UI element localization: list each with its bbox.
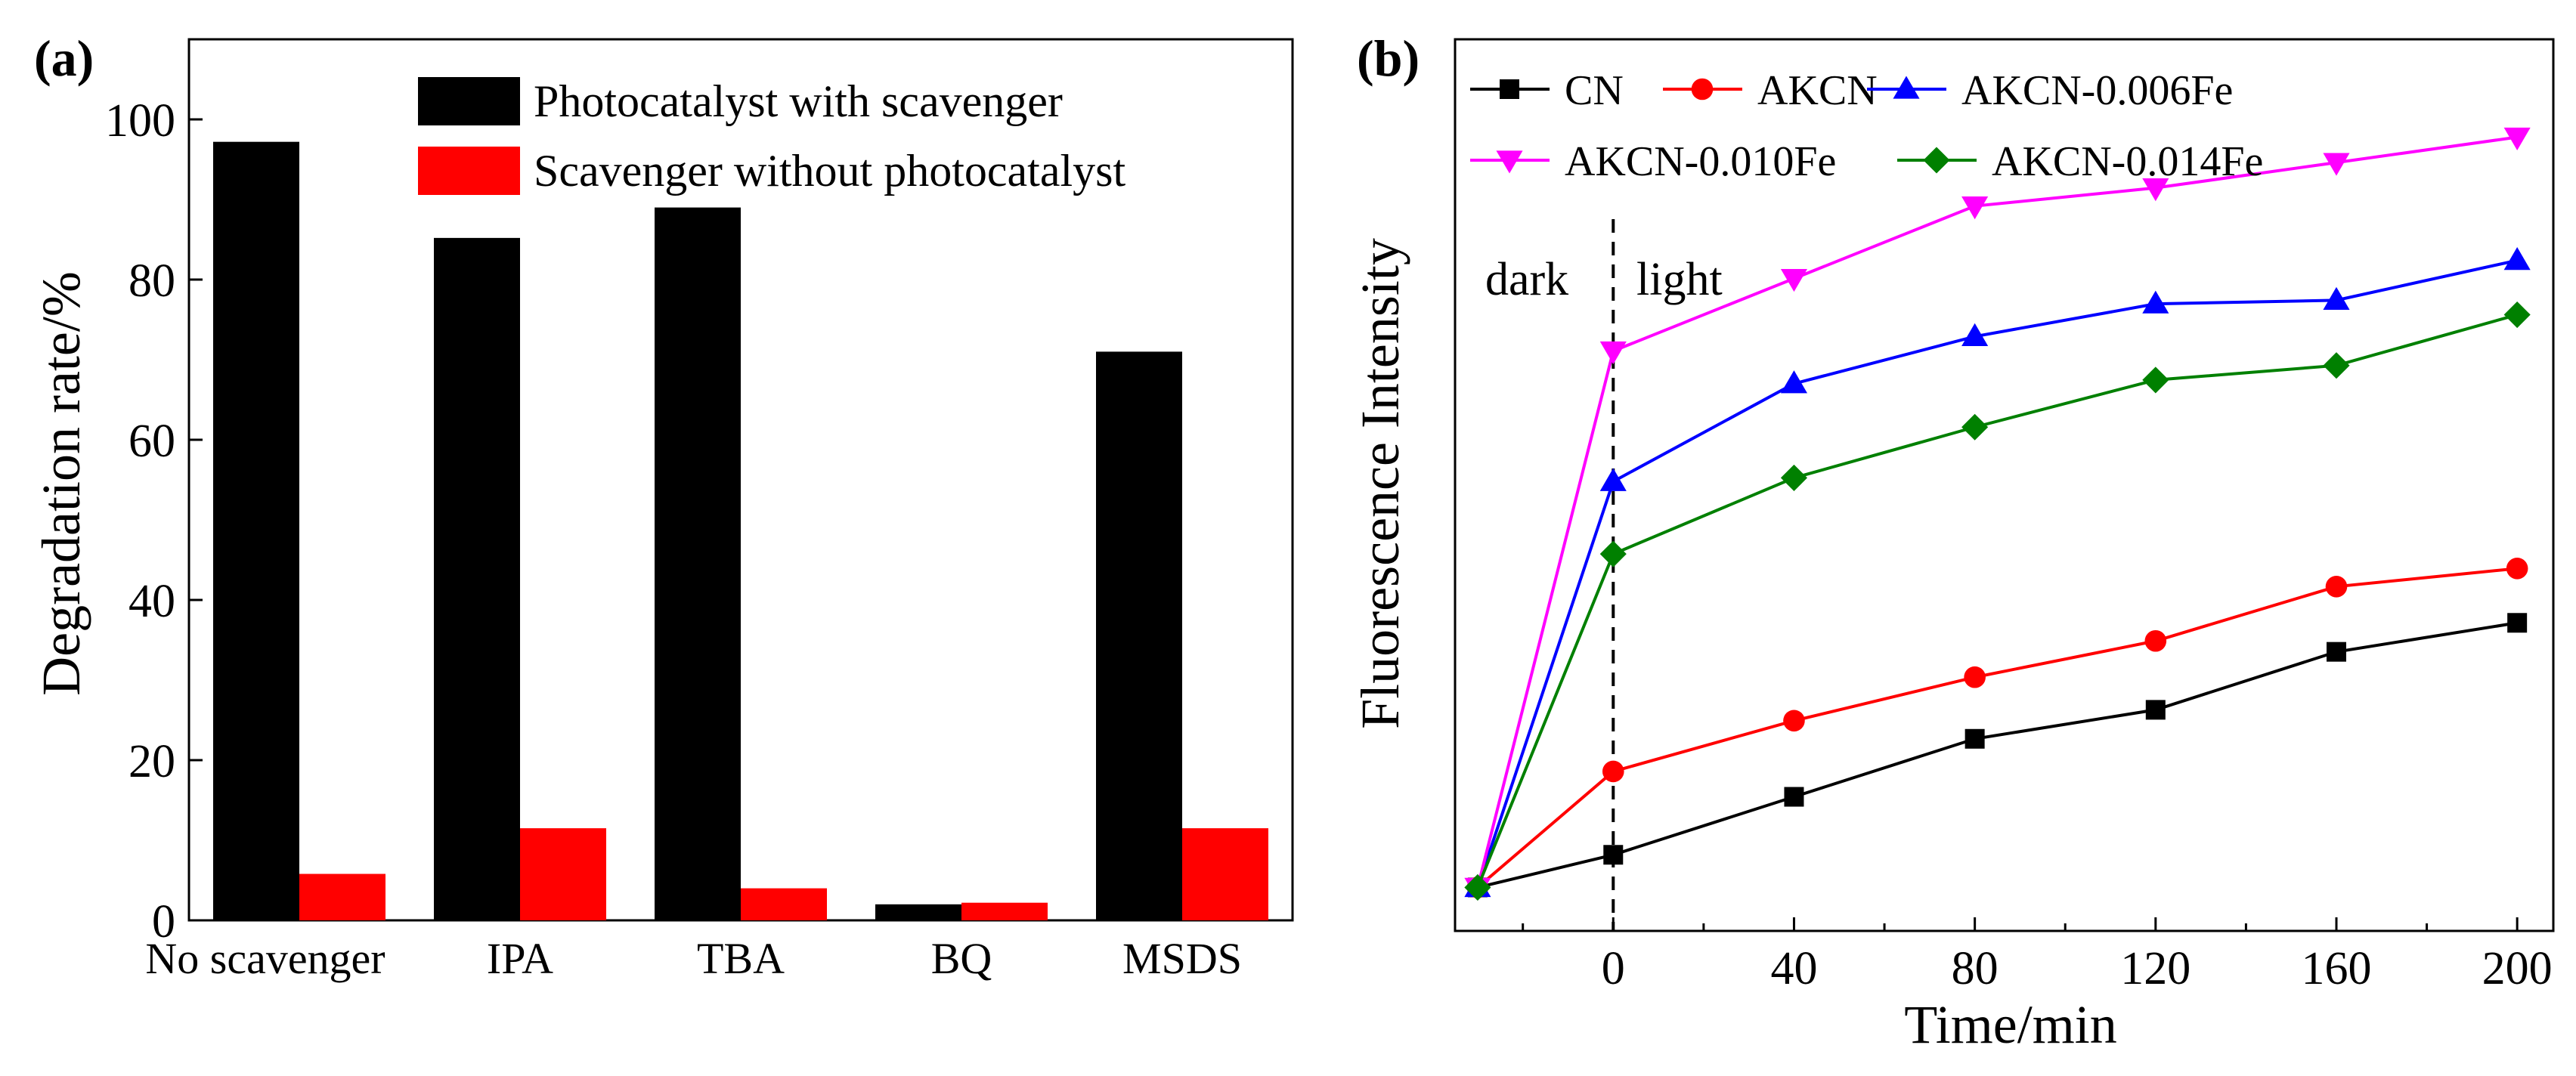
data-point-cn	[1603, 845, 1624, 865]
y-tick-label: 40	[128, 576, 175, 627]
legend-swatch	[418, 147, 520, 195]
bar-without-photocatalyst	[961, 902, 1048, 920]
data-point-akcn-0.006fe	[2142, 290, 2169, 314]
data-point-akcn-0.006fe	[2503, 247, 2531, 271]
data-point-akcn-0.010fe	[1961, 196, 1989, 220]
x-tick-label: 80	[1952, 943, 1999, 994]
y-tick-label: 20	[128, 736, 175, 787]
data-point-cn	[1965, 728, 1985, 749]
legend-entry: AKCN	[1757, 67, 1878, 114]
y-tick-label: 80	[128, 255, 175, 307]
data-point-akcn	[2144, 629, 2167, 652]
data-point-akcn-0.006fe	[1599, 468, 1627, 491]
x-tick-label: 120	[2120, 943, 2191, 994]
data-point-akcn-0.014fe	[2503, 301, 2531, 329]
data-point-akcn-0.006fe	[2323, 286, 2350, 311]
panel-a-bar-chart: (a) Degradation rate/% 0 20 40 60 80 100 No sc…	[31, 29, 1294, 983]
panel-b-line-chart: (b) Fluorescence Intensity Time/min dark…	[1350, 29, 2555, 1055]
data-point-akcn	[2506, 558, 2528, 580]
data-point-akcn-0.014fe	[1599, 540, 1627, 567]
light-annotation: light	[1636, 254, 1723, 305]
legend-entry: Scavenger without photocatalyst	[534, 146, 1125, 196]
data-point-akcn	[1964, 666, 1986, 688]
x-tick-label: MSDS	[1122, 934, 1242, 983]
panel-b-axes-frame	[1454, 38, 2555, 932]
data-point-akcn-0.014fe	[1961, 413, 1989, 441]
legend-marker	[1691, 78, 1714, 100]
legend-entry: AKCN-0.014Fe	[1992, 138, 2263, 185]
legend-entry: Photocatalyst with scavenger	[534, 76, 1063, 126]
data-point-akcn	[1602, 760, 1624, 783]
dark-annotation: dark	[1485, 254, 1568, 305]
data-point-cn	[2507, 613, 2528, 633]
panel-b-ylabel: Fluorescence Intensity	[1350, 238, 1410, 729]
legend-marker	[1893, 76, 1920, 99]
bar-with-photocatalyst	[1096, 351, 1182, 920]
y-tick-label: 0	[152, 896, 175, 948]
data-point-akcn-0.014fe	[1464, 873, 1491, 901]
legend-entry: AKCN-0.006Fe	[1961, 67, 2233, 114]
data-point-cn	[2145, 700, 2166, 720]
bar-with-photocatalyst	[434, 237, 520, 920]
bar-with-photocatalyst	[655, 207, 741, 921]
series-line-akcn-0.014fe	[1476, 313, 2518, 889]
x-tick-label: TBA	[697, 934, 785, 983]
data-point-akcn	[2325, 576, 2348, 598]
x-tick-label: 0	[1602, 943, 1625, 994]
bar-with-photocatalyst	[875, 904, 961, 920]
bar-without-photocatalyst	[1182, 828, 1268, 920]
data-point-akcn-0.014fe	[2323, 352, 2350, 379]
series-line-akcn-0.010fe	[1475, 135, 2518, 888]
data-point-akcn-0.010fe	[2323, 153, 2350, 176]
legend-marker	[1496, 150, 1523, 174]
series-line-akcn-0.006fe	[1476, 258, 2518, 889]
panel-a-label: (a)	[34, 29, 94, 87]
data-point-cn	[1784, 787, 1804, 807]
data-point-cn	[2326, 642, 2346, 662]
x-tick-label: IPA	[487, 934, 553, 983]
legend-swatch	[418, 77, 520, 125]
x-tick-label: 160	[2301, 943, 2371, 994]
panel-a-ylabel: Degradation rate/%	[31, 271, 91, 696]
panel-b-xlabel: Time/min	[1904, 994, 2116, 1055]
data-point-akcn-0.014fe	[2142, 366, 2169, 394]
legend-entry: AKCN-0.010Fe	[1565, 138, 1836, 185]
bar-without-photocatalyst	[520, 828, 606, 920]
data-point-akcn	[1783, 710, 1805, 732]
series-line-akcn	[1476, 567, 2518, 889]
series-line-cn	[1477, 621, 2518, 889]
data-point-akcn-0.006fe	[1961, 323, 1989, 346]
x-tick-label: 200	[2482, 943, 2553, 994]
data-point-akcn-0.010fe	[2503, 127, 2531, 151]
legend-marker	[1500, 79, 1519, 99]
bar-without-photocatalyst	[741, 888, 827, 920]
legend-entry: CN	[1565, 67, 1624, 114]
bar-with-photocatalyst	[213, 141, 299, 921]
x-tick-label: 40	[1770, 943, 1817, 994]
y-tick-label: 60	[128, 416, 175, 467]
data-point-akcn-0.010fe	[2142, 178, 2169, 202]
y-tick-label: 100	[105, 95, 175, 147]
panel-b-label: (b)	[1357, 29, 1420, 87]
x-tick-label: BQ	[931, 934, 992, 983]
data-point-akcn-0.014fe	[1780, 464, 1808, 491]
bar-without-photocatalyst	[299, 873, 385, 920]
data-point-akcn-0.010fe	[1780, 268, 1808, 292]
data-point-akcn-0.010fe	[1599, 341, 1627, 365]
data-point-akcn-0.006fe	[1780, 370, 1808, 394]
legend-marker	[1923, 147, 1950, 174]
x-tick-label: No scavenger	[145, 934, 385, 983]
